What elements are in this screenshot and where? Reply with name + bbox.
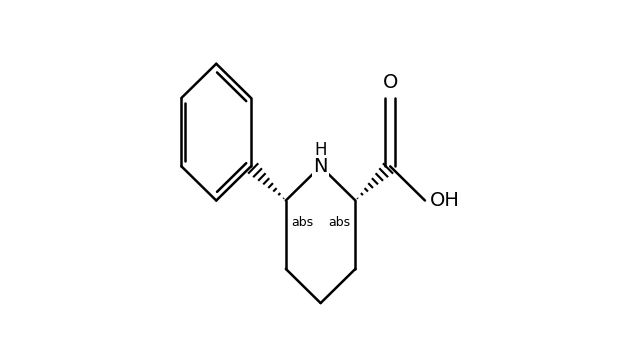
Text: H: H bbox=[314, 141, 327, 159]
Text: OH: OH bbox=[430, 191, 460, 210]
Text: abs: abs bbox=[291, 216, 313, 229]
Text: abs: abs bbox=[328, 216, 350, 229]
Text: N: N bbox=[314, 157, 328, 176]
Text: O: O bbox=[383, 73, 398, 92]
